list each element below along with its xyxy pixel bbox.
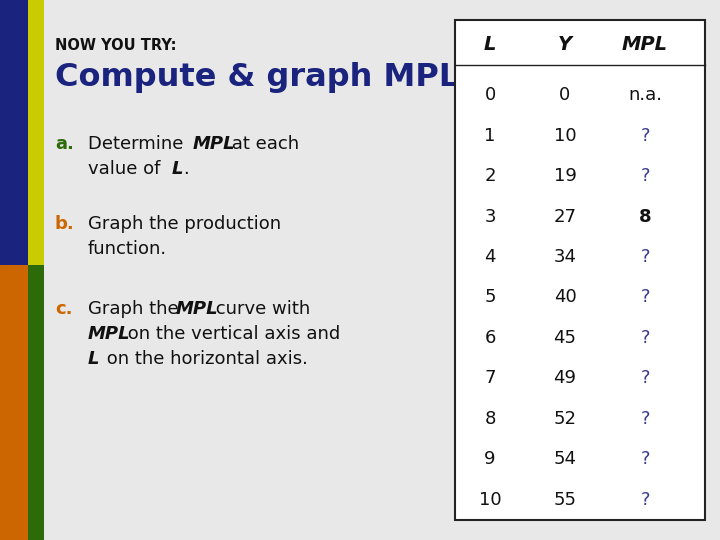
Text: 40: 40	[554, 288, 577, 307]
Text: 45: 45	[554, 329, 577, 347]
Bar	[0, 265, 28, 540]
Text: on the vertical axis and: on the vertical axis and	[122, 325, 341, 343]
Text: 3: 3	[485, 207, 496, 226]
Text: MPL: MPL	[622, 36, 668, 55]
Text: L: L	[172, 160, 184, 178]
Text: at each: at each	[226, 135, 299, 153]
Text: 0: 0	[559, 86, 571, 104]
Text: 2: 2	[485, 167, 496, 185]
Text: MPL: MPL	[193, 135, 235, 153]
Text: 9: 9	[485, 450, 496, 468]
Text: ?: ?	[640, 450, 649, 468]
Text: 27: 27	[554, 207, 577, 226]
Text: ?: ?	[640, 127, 649, 145]
Text: a.: a.	[55, 135, 74, 153]
Text: 5: 5	[485, 288, 496, 307]
Text: 10: 10	[554, 127, 576, 145]
Text: 4: 4	[485, 248, 496, 266]
Text: 55: 55	[554, 491, 577, 509]
Text: 8: 8	[639, 207, 652, 226]
Text: 0: 0	[485, 86, 495, 104]
Bar	[0, 0, 28, 265]
Text: 52: 52	[554, 410, 577, 428]
Text: Compute & graph MPL: Compute & graph MPL	[55, 62, 459, 93]
Text: ?: ?	[640, 491, 649, 509]
Text: MPL: MPL	[88, 325, 130, 343]
Bar	[28, 0, 44, 265]
Text: ?: ?	[640, 248, 649, 266]
Text: ?: ?	[640, 369, 649, 387]
Text: .: .	[183, 160, 189, 178]
Text: Determine: Determine	[88, 135, 189, 153]
Text: Graph the production: Graph the production	[88, 215, 281, 233]
Text: L: L	[484, 36, 496, 55]
Text: MPL: MPL	[176, 300, 219, 318]
Text: curve with: curve with	[210, 300, 310, 318]
Text: ?: ?	[640, 329, 649, 347]
Text: 7: 7	[485, 369, 496, 387]
Text: on the horizontal axis.: on the horizontal axis.	[101, 350, 308, 368]
Bar	[455, 20, 705, 520]
Text: 1: 1	[485, 127, 495, 145]
Text: 10: 10	[479, 491, 501, 509]
Text: ?: ?	[640, 288, 649, 307]
Text: 8: 8	[485, 410, 495, 428]
Text: function.: function.	[88, 240, 167, 258]
Text: ?: ?	[640, 167, 649, 185]
Text: 54: 54	[554, 450, 577, 468]
Text: 49: 49	[554, 369, 577, 387]
Text: b.: b.	[55, 215, 75, 233]
Text: Y: Y	[558, 36, 572, 55]
Text: 34: 34	[554, 248, 577, 266]
Text: NOW YOU TRY:: NOW YOU TRY:	[55, 38, 176, 53]
Text: Graph the: Graph the	[88, 300, 184, 318]
Text: ?: ?	[640, 410, 649, 428]
Text: L: L	[88, 350, 99, 368]
Text: value of: value of	[88, 160, 166, 178]
Bar	[28, 265, 44, 540]
Text: 19: 19	[554, 167, 577, 185]
Text: c.: c.	[55, 300, 73, 318]
Text: 6: 6	[485, 329, 495, 347]
Text: n.a.: n.a.	[628, 86, 662, 104]
